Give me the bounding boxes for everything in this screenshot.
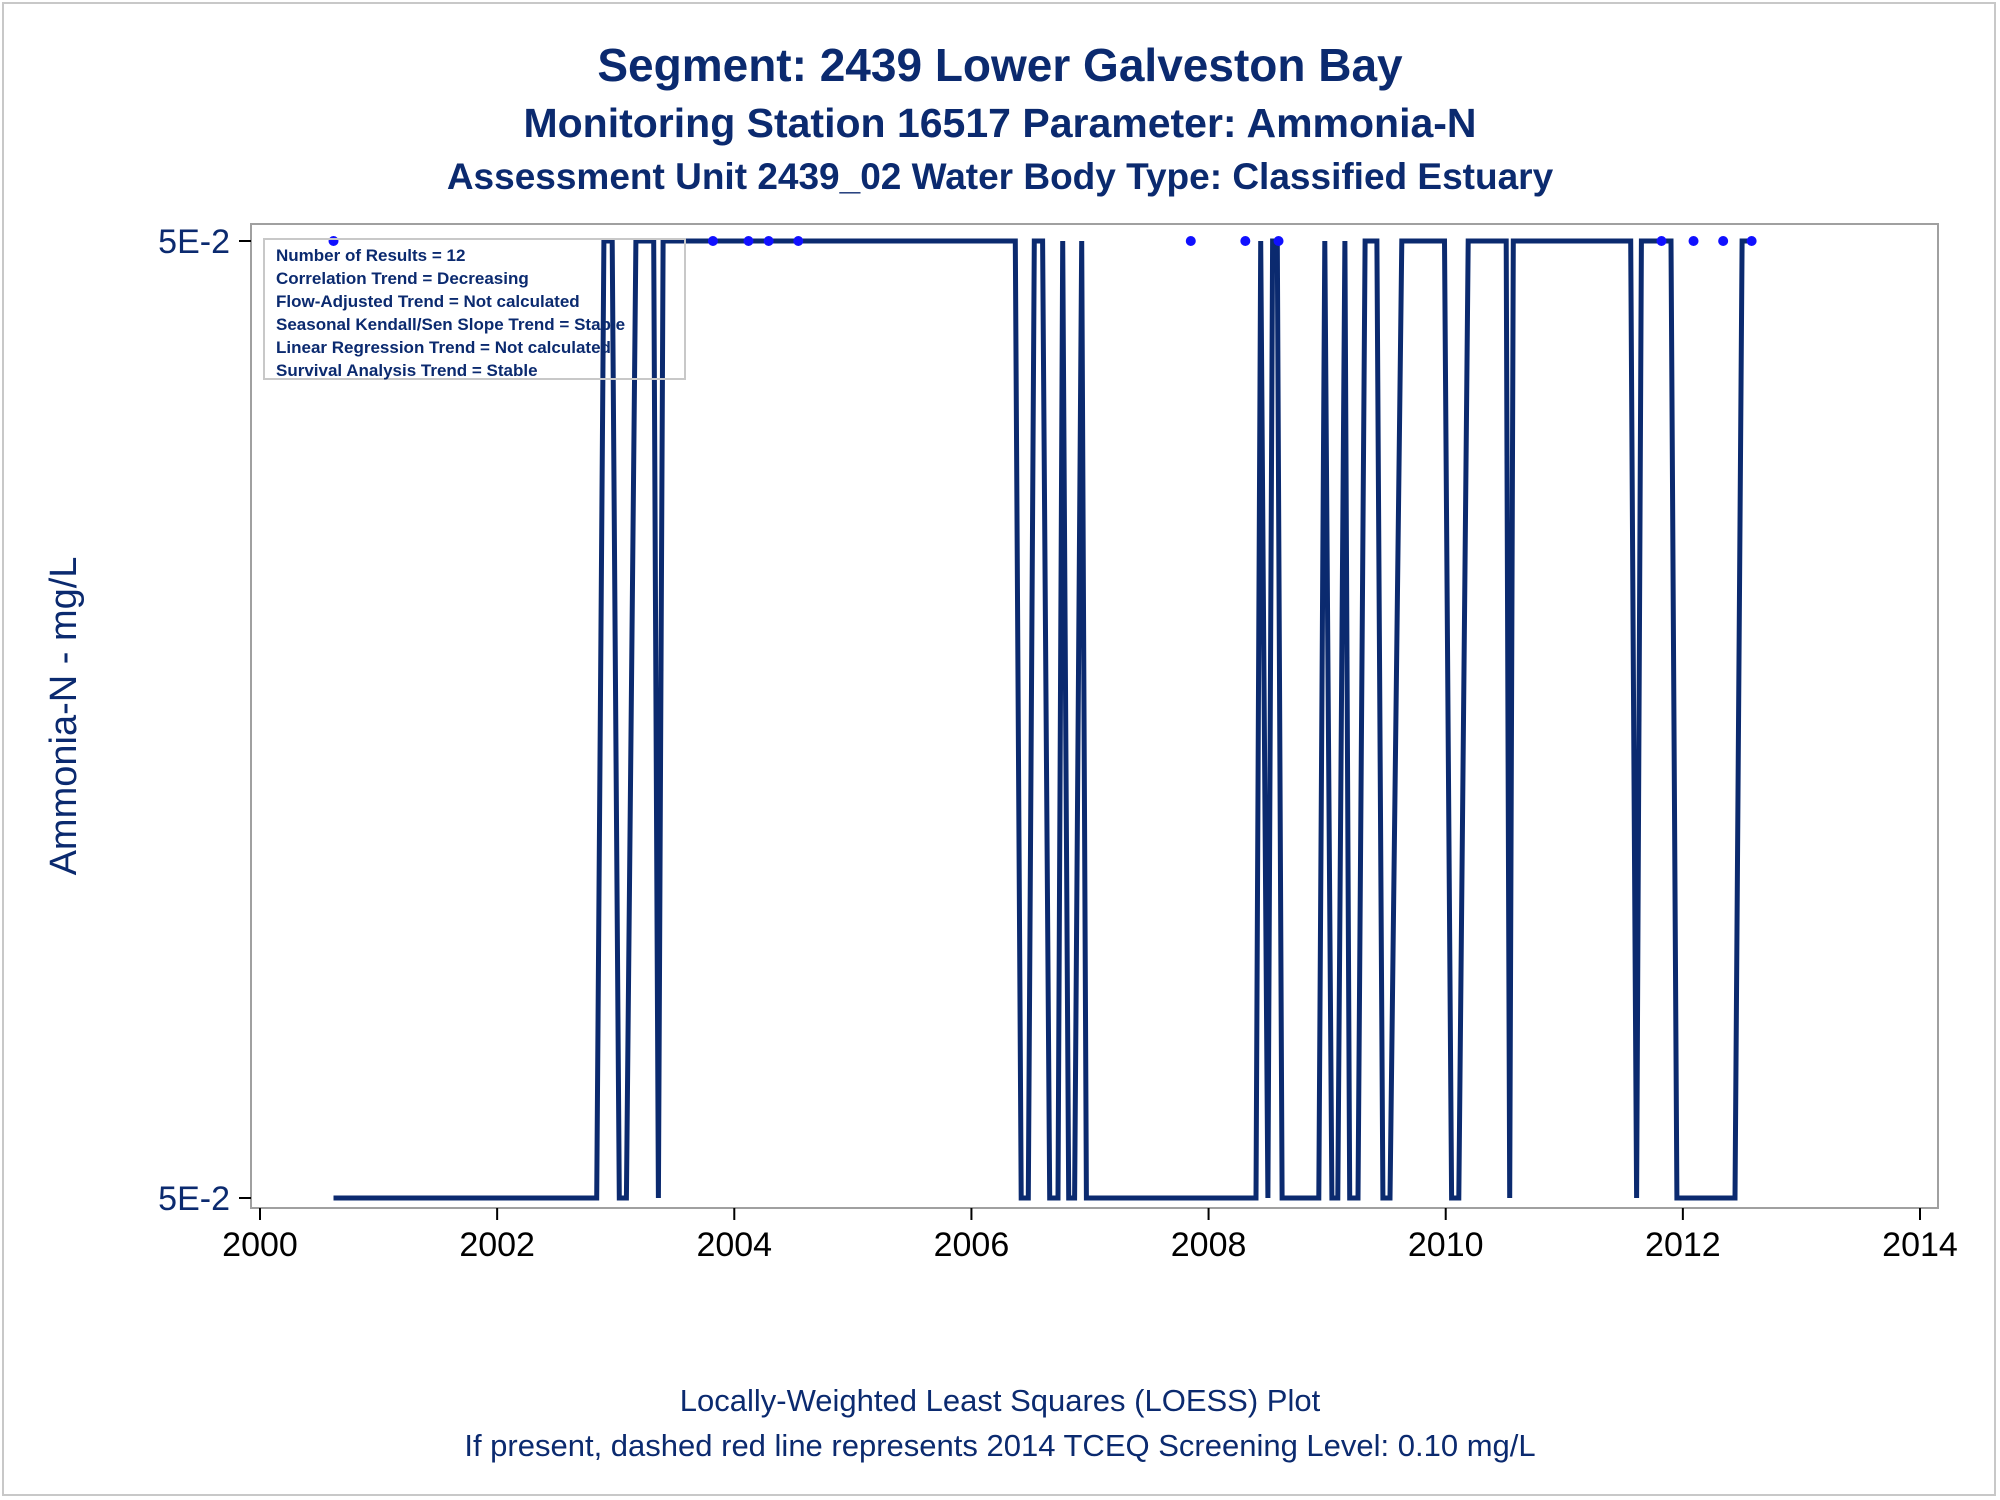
stat-line: Correlation Trend = Decreasing: [276, 269, 529, 288]
chart-subtitle-station: Monitoring Station 16517 Parameter: Ammo…: [523, 100, 1477, 146]
x-tick-label: 2014: [1882, 1226, 1958, 1264]
chart-title: Segment: 2439 Lower Galveston Bay: [597, 39, 1403, 91]
x-tick-label: 2008: [1171, 1226, 1247, 1264]
stat-line: Seasonal Kendall/Sen Slope Trend = Stabl…: [276, 315, 626, 334]
chart-subtitle-assessment: Assessment Unit 2439_02 Water Body Type:…: [446, 156, 1554, 197]
plot-area: [250, 223, 1939, 1209]
x-tick-label: 2006: [934, 1226, 1010, 1264]
x-tick-label: 2012: [1645, 1226, 1721, 1264]
data-point: [1185, 236, 1196, 246]
y-tick-label: 5E-2: [158, 1180, 230, 1218]
data-point: [1688, 236, 1699, 246]
data-point: [743, 236, 754, 246]
data-point: [707, 236, 718, 246]
x-tick-label: 2004: [696, 1226, 772, 1264]
x-tick-label: 2010: [1408, 1226, 1484, 1264]
data-point: [793, 236, 804, 246]
footnote-loess: Locally-Weighted Least Squares (LOESS) P…: [679, 1383, 1321, 1418]
loess-layer: [333, 238, 1752, 1201]
y-tick-label: 5E-2: [158, 223, 230, 261]
x-tick-label: 2000: [222, 1226, 298, 1264]
data-point: [1718, 236, 1729, 246]
data-point: [1746, 236, 1757, 246]
stat-line: Survival Analysis Trend = Stable: [276, 361, 538, 380]
stat-line: Linear Regression Trend = Not calculated: [276, 338, 611, 357]
loess-line: [333, 238, 1752, 1201]
data-point: [1240, 236, 1251, 246]
stat-line: Number of Results = 12: [276, 246, 466, 265]
points-layer: [328, 236, 1757, 246]
data-point: [1273, 236, 1284, 246]
data-point: [1656, 236, 1667, 246]
data-point: [763, 236, 774, 246]
footnote-screening-level: If present, dashed red line represents 2…: [464, 1428, 1536, 1463]
y-axis-label: Ammonia-N - mg/L: [43, 557, 85, 876]
trend-stats-box: Number of Results = 12 Correlation Trend …: [263, 238, 686, 380]
axes: 2000 2002 2004 2006 2008 2010 2012 2014 5E-2 5E-2: [158, 223, 1958, 1264]
stat-line: Flow-Adjusted Trend = Not calculated: [276, 292, 580, 311]
x-tick-label: 2002: [459, 1226, 535, 1264]
